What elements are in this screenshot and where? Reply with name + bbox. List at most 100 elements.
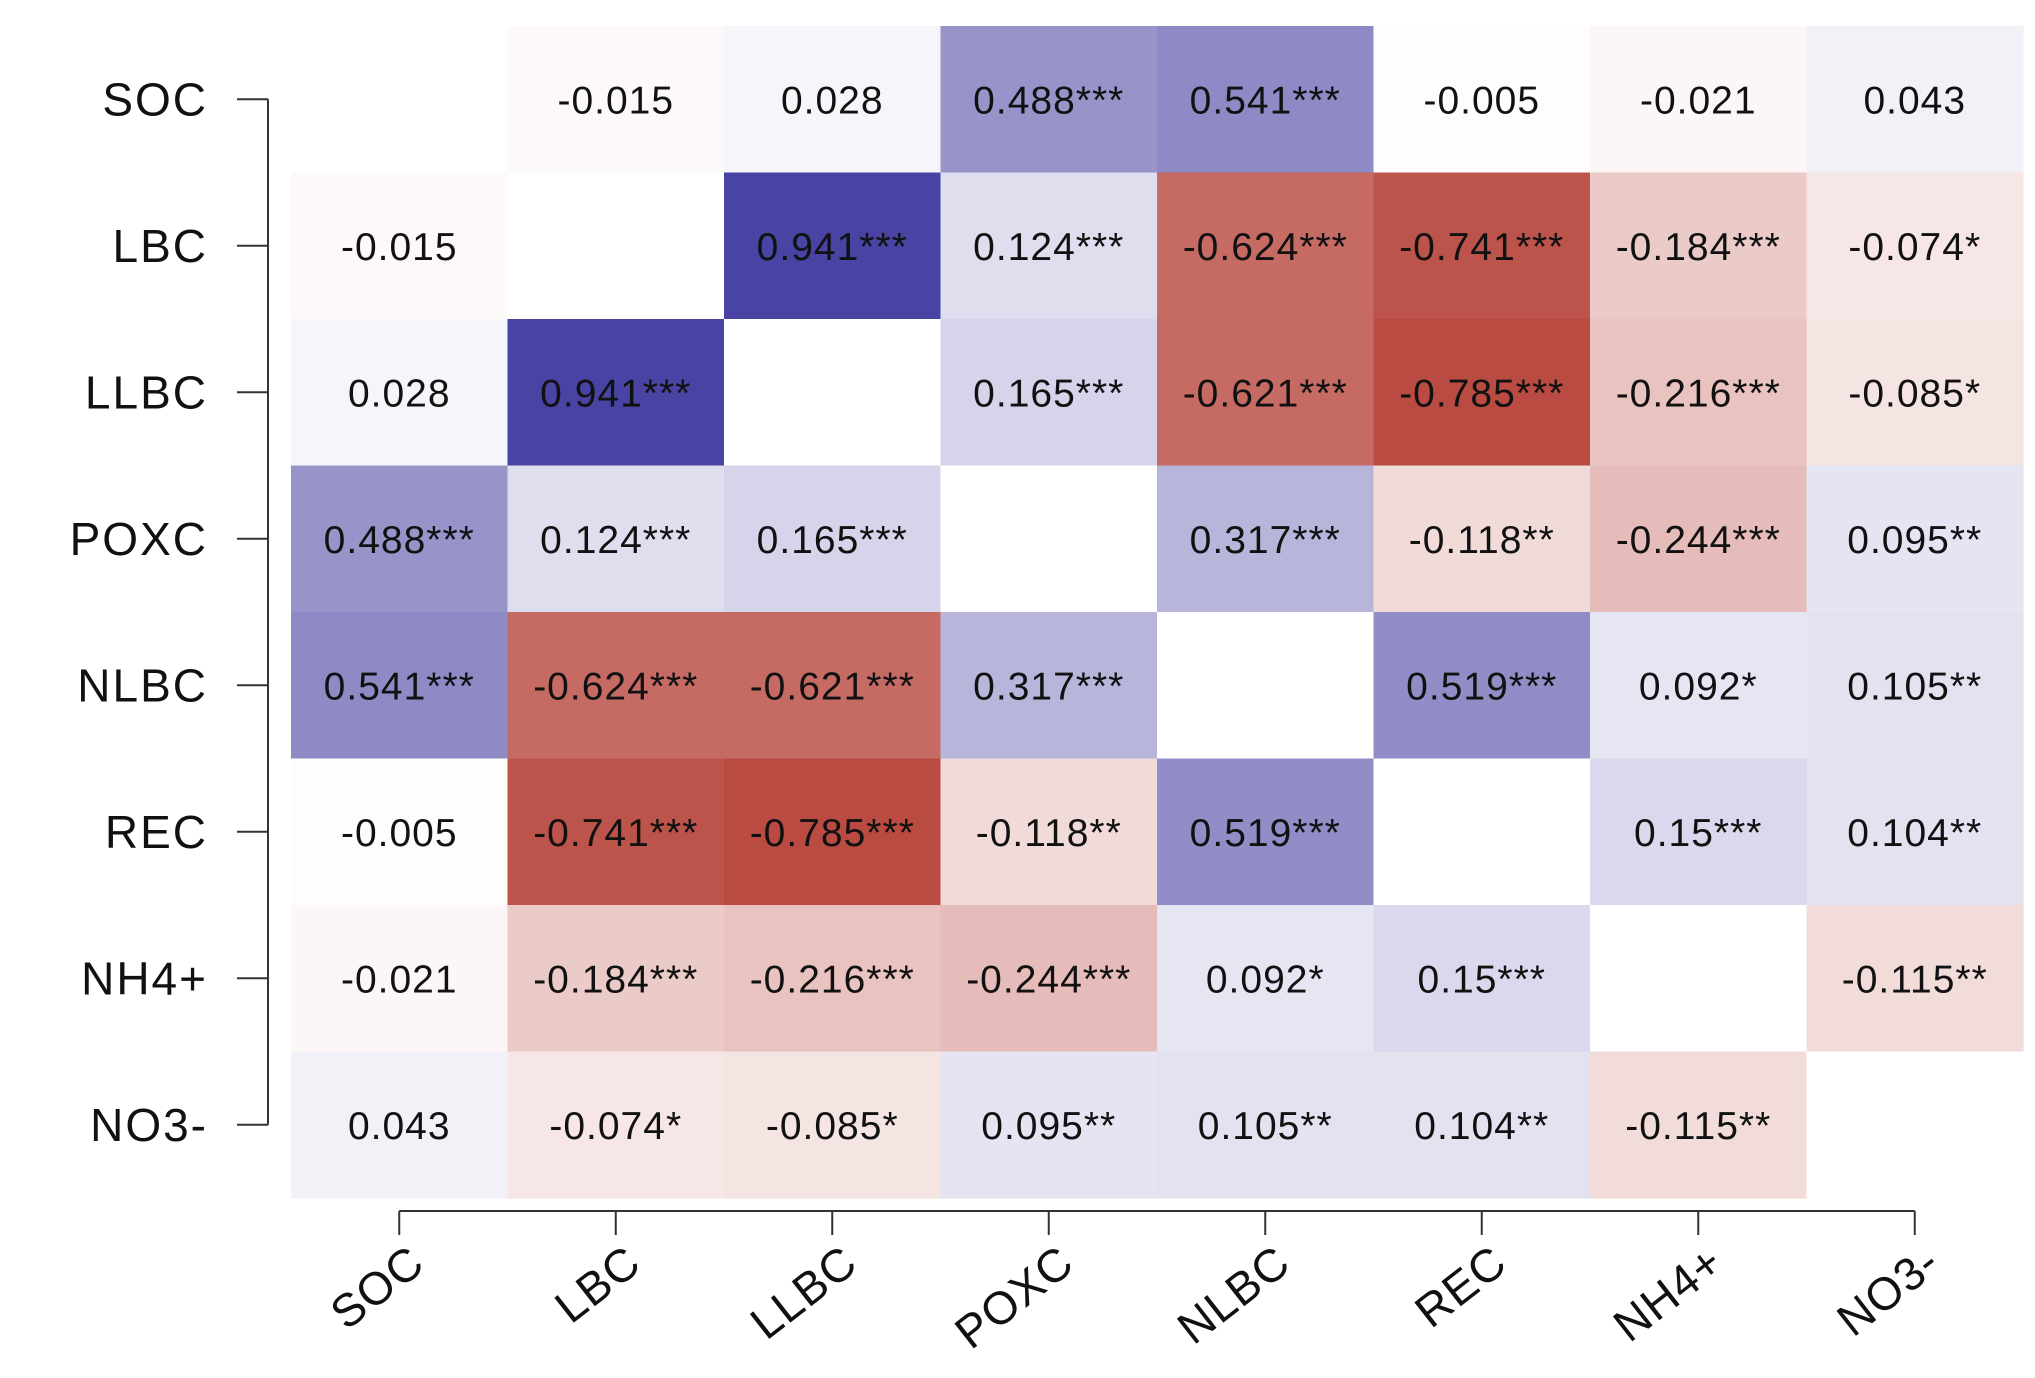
heatmap-cell-REC-POXC: [940, 758, 1158, 906]
heatmap-cell-POXC-SOC: [291, 465, 509, 613]
heatmap-cell-NLBC-NH4+: [1590, 612, 1808, 760]
cell-value-label: 0.104**: [1414, 1105, 1549, 1148]
heatmap-cell-SOC-SOC: [291, 26, 509, 174]
cell-value-label: -0.621***: [1183, 372, 1348, 415]
heatmap-cell-labels: -0.015 0.028 0.488*** 0.541*** -0.005 -0.021 0…: [324, 79, 1988, 1148]
cell-value-label: 0.124***: [973, 226, 1124, 269]
cell-value-label: 0.165***: [757, 519, 908, 562]
heatmap-cell-LLBC-SOC: [291, 319, 509, 467]
cell-value-label: 0.488***: [973, 79, 1124, 122]
heatmap-cell-POXC-REC: [1373, 465, 1591, 613]
heatmap-cell-LLBC-NH4+: [1590, 319, 1808, 467]
heatmap-cell-POXC-NO3-: [1806, 465, 2024, 613]
heatmap-cell-LLBC-LBC: [507, 319, 725, 467]
cell-value-label: 0.028: [348, 372, 451, 415]
x-tick-label-NLBC: NLBC: [1168, 1235, 1300, 1354]
heatmap-cell-SOC-NO3-: [1806, 26, 2024, 174]
heatmap-cell-NH4+-REC: [1373, 905, 1591, 1053]
heatmap-cell-REC-NO3-: [1806, 758, 2024, 906]
heatmap-cell-NH4+-NH4+: [1590, 905, 1808, 1053]
cell-value-label: -0.785***: [750, 812, 915, 855]
heatmap-cell-NLBC-SOC: [291, 612, 509, 760]
heatmap-cell-NO3--REC: [1373, 1051, 1591, 1199]
heatmap-cell-REC-SOC: [291, 758, 509, 906]
heatmap-cell-SOC-NLBC: [1157, 26, 1375, 174]
heatmap-cell-REC-REC: [1373, 758, 1591, 906]
heatmap-cells: [291, 26, 2024, 1199]
cell-value-label: -0.118**: [976, 812, 1122, 855]
heatmap-cell-LBC-SOC: [291, 172, 509, 320]
heatmap-cell-NO3--SOC: [291, 1051, 509, 1199]
heatmap-cell-NO3--NH4+: [1590, 1051, 1808, 1199]
heatmap-cell-SOC-LLBC: [724, 26, 942, 174]
heatmap-cell-SOC-LBC: [507, 26, 725, 174]
cell-value-label: -0.118**: [1409, 519, 1555, 562]
x-tick-label-NH4+: NH4+: [1604, 1235, 1733, 1352]
heatmap-cell-NH4+-LBC: [507, 905, 725, 1053]
heatmap-cell-REC-LBC: [507, 758, 725, 906]
cell-value-label: 0.488***: [324, 519, 475, 562]
heatmap-cell-LBC-REC: [1373, 172, 1591, 320]
heatmap-cell-NH4+-NLBC: [1157, 905, 1375, 1053]
heatmap-cell-REC-NLBC: [1157, 758, 1375, 906]
cell-value-label: 0.15***: [1418, 958, 1546, 1001]
y-tick-label-NLBC: NLBC: [77, 659, 208, 711]
cell-value-label: -0.021: [341, 958, 458, 1001]
heatmap-cell-SOC-POXC: [940, 26, 1158, 174]
heatmap-cell-NH4+-LLBC: [724, 905, 942, 1053]
heatmap-cell-LBC-LLBC: [724, 172, 942, 320]
heatmap-cell-LBC-LBC: [507, 172, 725, 320]
cell-value-label: 0.104**: [1847, 812, 1982, 855]
heatmap-cell-LLBC-NLBC: [1157, 319, 1375, 467]
y-axis: SOC LBC LLBC POXC NLBC REC NH4+ NO3-: [70, 73, 269, 1151]
x-tick-label-NO3-: NO3-: [1827, 1235, 1949, 1346]
cell-value-label: 0.317***: [1190, 519, 1341, 562]
x-tick-label-SOC: SOC: [320, 1235, 433, 1339]
cell-value-label: -0.216***: [750, 958, 915, 1001]
cell-value-label: -0.624***: [533, 665, 698, 708]
heatmap-cell-NLBC-NO3-: [1806, 612, 2024, 760]
heatmap-cell-LLBC-LLBC: [724, 319, 942, 467]
x-tick-label-LLBC: LLBC: [741, 1235, 867, 1349]
heatmap-cell-LBC-NLBC: [1157, 172, 1375, 320]
cell-value-label: -0.741***: [1399, 226, 1564, 269]
heatmap-cell-POXC-NH4+: [1590, 465, 1808, 613]
heatmap-cell-POXC-POXC: [940, 465, 1158, 613]
cell-value-label: 0.541***: [324, 665, 475, 708]
cell-value-label: -0.741***: [533, 812, 698, 855]
cell-value-label: -0.184***: [1616, 226, 1781, 269]
cell-value-label: -0.015: [557, 79, 674, 122]
y-tick-label-LBC: LBC: [113, 220, 208, 272]
x-tick-label-LBC: LBC: [545, 1235, 650, 1333]
heatmap-cell-SOC-NH4+: [1590, 26, 1808, 174]
heatmap-cell-LLBC-POXC: [940, 319, 1158, 467]
cell-value-label: -0.184***: [533, 958, 698, 1001]
cell-value-label: 0.15***: [1634, 812, 1762, 855]
cell-value-label: -0.624***: [1183, 226, 1348, 269]
cell-value-label: -0.005: [1423, 79, 1540, 122]
cell-value-label: -0.115**: [1842, 958, 1988, 1001]
heatmap-cell-NO3--POXC: [940, 1051, 1158, 1199]
heatmap-cell-LLBC-REC: [1373, 319, 1591, 467]
y-tick-label-SOC: SOC: [102, 73, 208, 125]
cell-value-label: 0.043: [348, 1105, 451, 1148]
cell-value-label: 0.105**: [1198, 1105, 1333, 1148]
cell-value-label: 0.519***: [1406, 665, 1557, 708]
cell-value-label: 0.941***: [540, 372, 691, 415]
cell-value-label: 0.095**: [981, 1105, 1116, 1148]
heatmap-cell-NO3--NLBC: [1157, 1051, 1375, 1199]
y-tick-label-NO3-: NO3-: [90, 1099, 208, 1151]
y-tick-label-LLBC: LLBC: [85, 366, 208, 418]
heatmap-cell-NH4+-POXC: [940, 905, 1158, 1053]
cell-value-label: -0.015: [341, 226, 458, 269]
cell-value-label: 0.541***: [1190, 79, 1341, 122]
cell-value-label: 0.317***: [973, 665, 1124, 708]
cell-value-label: -0.021: [1640, 79, 1757, 122]
heatmap-cell-NLBC-NLBC: [1157, 612, 1375, 760]
heatmap-cell-NO3--NO3-: [1806, 1051, 2024, 1199]
cell-value-label: -0.085*: [1848, 372, 1981, 415]
heatmap-cell-POXC-LBC: [507, 465, 725, 613]
cell-value-label: -0.005: [341, 812, 458, 855]
heatmap-cell-POXC-LLBC: [724, 465, 942, 613]
